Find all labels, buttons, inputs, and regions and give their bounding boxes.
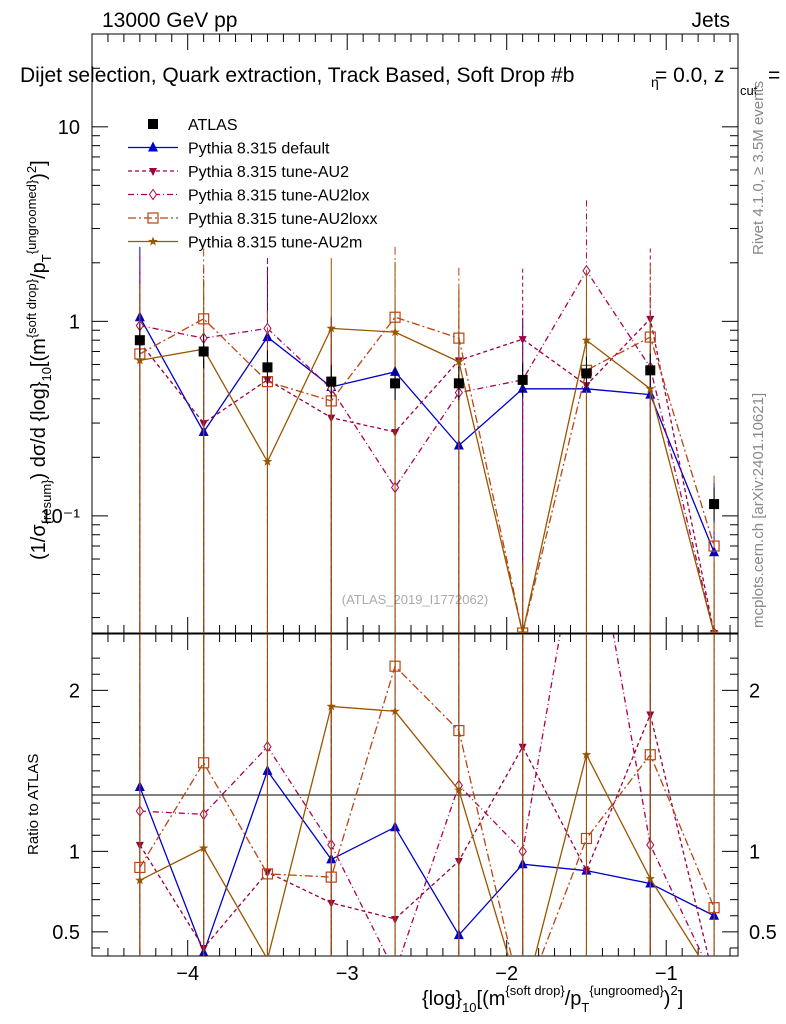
ratio-point [390, 706, 400, 716]
zcut-equals: = [768, 64, 780, 87]
atlas-point [709, 499, 720, 510]
zcut-subscript: cut [740, 83, 758, 98]
ratio-point [198, 843, 209, 853]
analysis-watermark: (ATLAS_2019_I1772062) [342, 592, 488, 607]
ratio-y-tick-label: 2 [69, 680, 80, 702]
series-line [139, 316, 715, 633]
ratio-point [518, 999, 528, 1009]
x-axis-label: {log}10[(m{soft drop}/pT{ungroomed})2] [422, 983, 683, 1015]
legend-entry: Pythia 8.315 tune-AU2 [128, 164, 349, 181]
mcplots-label: mcplots.cern.ch [arXiv:2401.10621] [750, 393, 767, 628]
legend: ATLAS Pythia 8.315 default Pythia 8.315 tu… [128, 117, 377, 252]
y-tick-label: 10⁻¹ [41, 506, 81, 528]
ratio-plot-area [134, 634, 720, 1009]
ratio-point [711, 975, 718, 985]
legend-label: Pythia 8.315 tune-AU2 [188, 164, 349, 181]
ratio-series-line [139, 705, 700, 956]
atlas-point [326, 376, 337, 387]
legend-label: Pythia 8.315 default [188, 141, 330, 158]
ratio-series-line [139, 769, 715, 955]
selection-rest: = 0.0, z [655, 64, 724, 87]
x-tick-label: −4 [176, 963, 199, 985]
atlas-point [453, 378, 464, 389]
ratio-point [326, 701, 336, 711]
legend-label: Pythia 8.315 tune-AU2loxx [188, 211, 377, 228]
legend-entry: Pythia 8.315 default [128, 141, 330, 158]
main-plot-area [134, 200, 720, 633]
ratio-point [454, 785, 464, 795]
x-tick-label: −1 [655, 963, 678, 985]
data-point [262, 456, 273, 466]
x-tick-label: −2 [495, 963, 518, 985]
ratio-ylabel: Ratio to ATLAS [25, 754, 42, 855]
category-label: Jets [691, 9, 730, 32]
ratio-point [581, 749, 592, 759]
atlas-point [581, 368, 592, 379]
legend-marker [149, 168, 157, 176]
ratio-y-tick-label-right: 0.5 [749, 922, 777, 944]
data-point [326, 323, 336, 333]
rivet-label: Rivet 4.1.0, ≥ 3.5M events [750, 81, 767, 255]
series-line [139, 317, 715, 633]
y-tick-label: 10 [58, 117, 80, 139]
series-line [139, 327, 715, 633]
energy-label: 13000 GeV pp [102, 9, 237, 32]
legend-marker [147, 212, 159, 224]
atlas-point [134, 335, 145, 346]
ratio-point [135, 875, 145, 885]
ratio-series-line [139, 712, 709, 956]
main-frame [91, 33, 739, 634]
beta-symbol: η [651, 74, 659, 90]
data-point [454, 356, 464, 366]
legend-marker [148, 188, 158, 201]
data-point [708, 540, 720, 552]
ratio-point [392, 967, 399, 977]
data-point [645, 383, 655, 393]
atlas-point [198, 346, 209, 357]
y-tick-label: 1 [69, 311, 80, 333]
axes: −4 −3 −2 −1 10⁻¹ 1 10 0.5 0.5 1 1 2 2 [41, 33, 777, 985]
ratio-point [518, 999, 528, 1008]
ratio-series-line [139, 634, 704, 956]
legend-label: Pythia 8.315 tune-AU2lox [188, 188, 369, 205]
atlas-point [645, 365, 656, 376]
legend-entry: Pythia 8.315 tune-AU2loxx [128, 211, 377, 228]
atlas-point [517, 374, 528, 385]
ratio-point [266, 954, 269, 956]
series-line [139, 269, 715, 633]
ratio-series-line [139, 664, 715, 956]
series-line [139, 316, 715, 553]
atlas-point [390, 378, 401, 389]
ratio-point [645, 873, 655, 883]
legend-marker [148, 236, 158, 246]
ratio-y-tick-label: 1 [69, 841, 80, 863]
ratio-y-tick-label-right: 1 [749, 841, 760, 863]
legend-entry: ATLAS [148, 117, 238, 134]
ratio-point [710, 977, 718, 985]
data-point [581, 335, 592, 345]
legend-entry: Pythia 8.315 tune-AU2lox [128, 188, 369, 205]
atlas-point [262, 362, 273, 373]
legend-marker [148, 119, 158, 129]
ratio-point [709, 975, 719, 984]
legend-marker [148, 141, 158, 152]
selection-label: Dijet selection, Quark extraction, Track… [20, 64, 574, 87]
legend-label: Pythia 8.315 tune-AU2m [188, 235, 362, 252]
data-point [390, 327, 400, 337]
legend-entry: Pythia 8.315 tune-AU2m [128, 235, 362, 252]
x-tick-label: −3 [336, 963, 359, 985]
ratio-y-tick-label: 0.5 [52, 922, 80, 944]
data-point [135, 355, 145, 365]
ratio-y-tick-label-right: 2 [749, 680, 760, 702]
data-point [517, 628, 528, 633]
legend-label: ATLAS [188, 117, 238, 134]
main-ylabel: (1/σ{resum}) dσ/d {log}10[(m{soft drop}/… [24, 160, 54, 560]
data-point [709, 628, 719, 633]
